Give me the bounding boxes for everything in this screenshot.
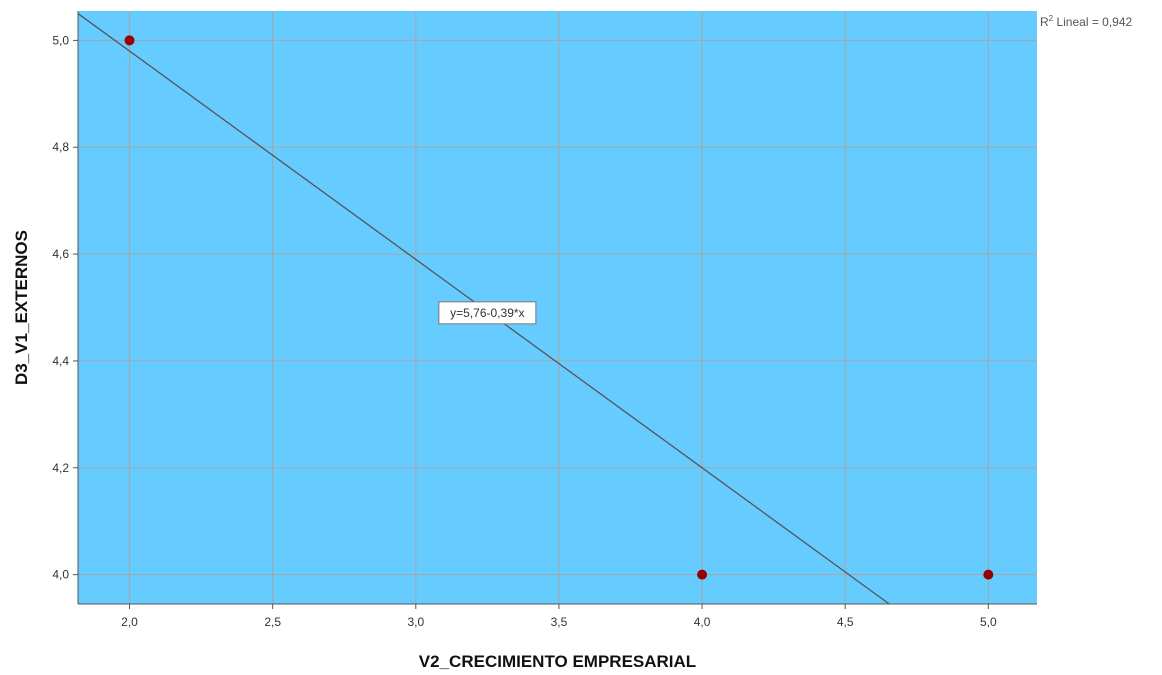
y-tick-label: 4,0 — [52, 568, 69, 582]
y-tick-label: 4,8 — [52, 140, 69, 154]
plot-background — [78, 11, 1037, 604]
x-tick-label: 2,5 — [264, 615, 281, 629]
r2-superscript: 2 — [1048, 14, 1054, 23]
y-tick-label: 4,6 — [52, 247, 69, 261]
x-tick-labels: 2,0 2,5 3,0 3,5 4,0 4,5 5,0 — [121, 604, 997, 629]
x-tick-label: 3,5 — [551, 615, 568, 629]
y-tick-labels: 4,0 4,2 4,4 4,6 4,8 5,0 — [52, 33, 78, 582]
x-tick-label: 3,0 — [407, 615, 424, 629]
data-point — [983, 569, 994, 580]
y-tick-label: 4,4 — [52, 354, 69, 368]
x-tick-label: 4,5 — [837, 615, 854, 629]
r2-annotation: R2 Lineal = 0,942 — [1040, 14, 1132, 29]
data-point — [124, 35, 135, 46]
data-point — [697, 569, 708, 580]
y-tick-label: 4,2 — [52, 461, 69, 475]
r2-prefix: R — [1040, 15, 1049, 29]
fit-equation-box: y=5,76-0,39*x — [438, 301, 537, 325]
axes — [77, 11, 1037, 605]
y-axis-title: D3_V1_EXTERNOS — [12, 230, 31, 385]
x-tick-label: 5,0 — [980, 615, 997, 629]
x-tick-label: 2,0 — [121, 615, 138, 629]
x-axis-title: V2_CRECIMIENTO EMPRESARIAL — [419, 652, 696, 671]
fit-equation-label: y=5,76-0,39*x — [450, 306, 524, 320]
fit-line-group: y=5,76-0,39*x — [77, 13, 890, 605]
grid-lines — [78, 11, 1037, 604]
x-tick-label: 4,0 — [694, 615, 711, 629]
fit-equation-frame — [438, 301, 537, 325]
y-tick-label: 5,0 — [52, 33, 69, 47]
r2-label: Lineal = 0,942 — [1053, 15, 1133, 29]
data-points — [124, 35, 994, 580]
